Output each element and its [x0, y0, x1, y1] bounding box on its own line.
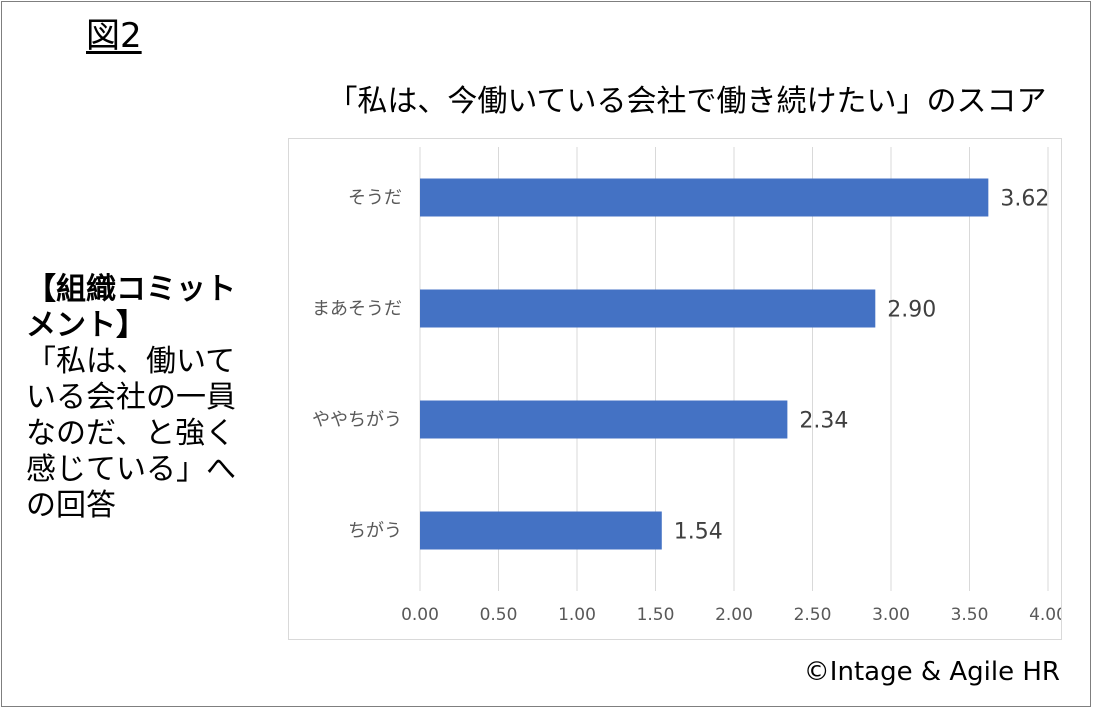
x-tick-label: 2.50	[794, 605, 832, 625]
data-label: 2.34	[799, 409, 848, 434]
x-tick-label: 3.00	[872, 605, 910, 625]
left-panel-body: 「私は、働いている会社の一員なのだ、と強く感じている」への回答	[26, 344, 236, 523]
x-tick-label: 0.50	[480, 605, 518, 625]
x-tick-label: 4.00	[1029, 605, 1061, 625]
x-tick-label: 0.00	[401, 605, 439, 625]
category-label: ややちがう	[312, 410, 402, 431]
data-label: 3.62	[1000, 187, 1049, 212]
data-label: 2.90	[887, 298, 936, 323]
category-label: ちがう	[348, 521, 402, 542]
x-tick-label: 1.00	[558, 605, 596, 625]
bar	[420, 178, 989, 217]
bar	[420, 400, 788, 439]
chart-title: 「私は、今働いている会社で働き続けたい」のスコア	[327, 84, 1047, 119]
chart-area: 0.00 0.50 1.00 1.50 2.00 2.50 3.00 3.50 4.00 そうだ 3…	[288, 138, 1062, 640]
x-tick-label: 1.50	[637, 605, 675, 625]
data-label: 1.54	[674, 520, 723, 545]
copyright-notice: ©Intage & Agile HR	[803, 657, 1060, 687]
bar	[420, 511, 662, 550]
x-tick-label: 2.00	[715, 605, 753, 625]
category-label: そうだ	[348, 188, 402, 209]
left-panel-heading: 【組織コミットメント】	[26, 272, 236, 343]
bar	[420, 289, 876, 328]
figure-label: 図2	[86, 16, 142, 56]
category-label: まあそうだ	[312, 299, 402, 320]
bar-chart: 0.00 0.50 1.00 1.50 2.00 2.50 3.00 3.50 4.00 そうだ 3…	[312, 147, 1061, 625]
x-tick-label: 3.50	[951, 605, 989, 625]
